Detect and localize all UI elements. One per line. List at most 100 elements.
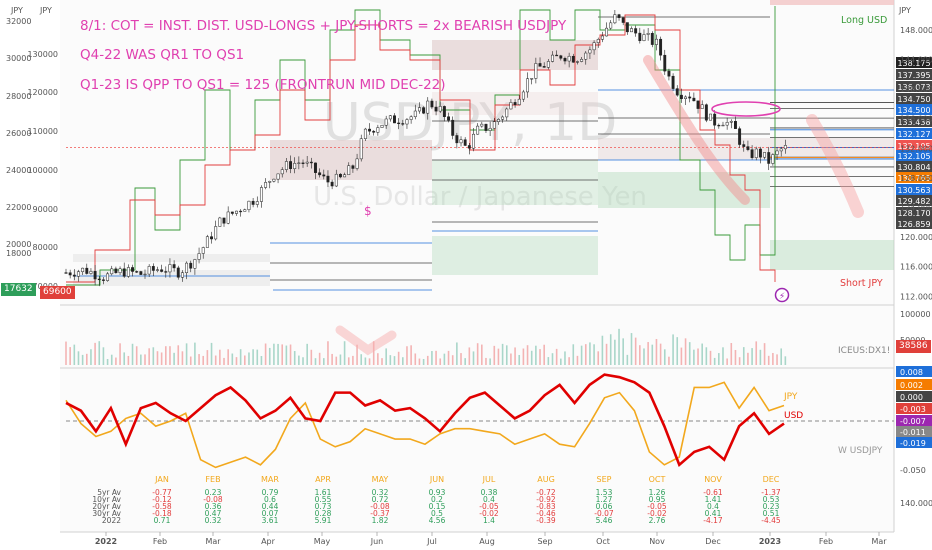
candle-body xyxy=(284,161,288,170)
volume-bar xyxy=(580,345,583,365)
left-tick-5: 22000 xyxy=(6,203,31,212)
candle-body xyxy=(567,55,571,62)
candle-body xyxy=(81,267,85,272)
price-tag-bg-12 xyxy=(896,195,932,206)
osc-tag-bg-3 xyxy=(896,403,932,414)
price-tag-bg-10 xyxy=(896,172,932,183)
price-tag-bg-2 xyxy=(896,81,932,92)
volume-bar xyxy=(464,358,466,365)
candle-body xyxy=(692,97,696,102)
volume-bar xyxy=(535,345,537,365)
price-tag-bg-14 xyxy=(896,218,932,229)
candle-body xyxy=(276,173,280,180)
candle-body xyxy=(700,104,704,109)
season-cell-3-8: -0.07 xyxy=(594,509,614,518)
season-row-label-4: 2022 xyxy=(102,516,121,525)
candle-body xyxy=(89,271,93,274)
price-tick-6: 124.000 xyxy=(900,204,932,213)
volume-bar xyxy=(264,343,267,365)
price-tag-bg-6 xyxy=(896,128,932,139)
season-cell-2-1: 0.36 xyxy=(205,502,222,511)
price-tick-2: 140.000 xyxy=(900,85,932,94)
x-tick-8: Sep xyxy=(537,537,552,546)
candle-body xyxy=(667,70,671,77)
volume-bar xyxy=(489,358,491,365)
volume-bar xyxy=(663,349,666,365)
volume-bar xyxy=(289,344,292,365)
season-cell-4-9: 2.76 xyxy=(649,516,666,525)
season-cell-2-11: 0.23 xyxy=(763,502,780,511)
volume-bar xyxy=(493,345,496,365)
season-cell-4-1: 0.32 xyxy=(205,516,222,525)
season-cell-1-2: 0.6 xyxy=(264,495,276,504)
volume-bar xyxy=(626,354,629,365)
candle-body xyxy=(243,209,247,212)
osc-tag-bg-5 xyxy=(896,426,932,437)
volume-bar xyxy=(298,355,300,365)
volume-bar xyxy=(614,339,616,365)
left-tick-1: 30000 xyxy=(6,54,31,63)
event-icon[interactable] xyxy=(774,287,790,303)
x-tick-0: 2022 xyxy=(95,537,117,546)
volume-bar xyxy=(514,347,516,365)
volume-bar xyxy=(206,350,209,365)
season-cell-4-8: 5.46 xyxy=(596,516,613,525)
volume-bar xyxy=(318,352,321,365)
candle-body xyxy=(696,100,700,109)
price-tag-bg-3 xyxy=(896,93,932,104)
volume-bar xyxy=(343,341,346,365)
volume-bar xyxy=(372,341,375,365)
left-axis-title-2: JPY xyxy=(40,6,52,15)
volume-bar xyxy=(364,357,367,365)
volume-bar xyxy=(335,356,338,365)
candle-body xyxy=(197,253,201,260)
candle-body xyxy=(368,128,371,132)
left2-tick-0: 130000 xyxy=(27,50,58,59)
volume-bar xyxy=(772,352,774,365)
candle-body xyxy=(247,200,251,210)
short-jpy-line xyxy=(66,14,776,283)
cot-lines-layer xyxy=(66,6,776,286)
volume-bar xyxy=(767,355,770,365)
volume-bar xyxy=(148,348,150,365)
candle-body xyxy=(259,187,263,202)
zone-0 xyxy=(73,254,270,262)
candle-body xyxy=(205,236,209,248)
osc-tick-0: 0.008 xyxy=(900,368,923,377)
volume-bar xyxy=(568,357,570,365)
volume-bar xyxy=(713,357,716,365)
price-tag-11: 130.563 xyxy=(897,186,930,195)
volume-bar xyxy=(584,344,587,365)
volume-bar xyxy=(393,356,396,365)
price-tag-bg-9 xyxy=(896,161,932,172)
candle-body xyxy=(201,247,205,254)
price-tag-bg-0 xyxy=(896,57,932,68)
volume-bar xyxy=(560,358,562,365)
volume-bar xyxy=(572,344,575,365)
candle-body xyxy=(255,201,259,205)
osc-label-usd: USD xyxy=(784,411,804,421)
volume-bar xyxy=(331,353,333,365)
candle-body xyxy=(343,174,347,178)
volume-bar xyxy=(185,343,188,365)
short-jpy-label: Short JPY xyxy=(840,278,883,289)
osc-tag-bg-2 xyxy=(896,391,932,402)
left-badge-long: 17632 xyxy=(1,283,36,296)
candle-body xyxy=(555,54,559,57)
candle-body xyxy=(775,150,779,155)
candle-body xyxy=(388,115,392,120)
candle-body xyxy=(650,33,654,45)
left2-tick-3: 100000 xyxy=(27,166,58,175)
candle-body xyxy=(501,116,505,120)
osc-tick-2: 0.000 xyxy=(900,393,923,402)
watermark-name: U.S. Dollar / Japanese Yen xyxy=(313,182,647,212)
volume-bar xyxy=(593,344,595,365)
volume-bar xyxy=(742,347,745,365)
osc-jpy-line xyxy=(65,381,785,469)
candle-body xyxy=(355,158,359,169)
price-tag-12: 129.482 xyxy=(897,197,930,206)
candle-body xyxy=(451,119,455,136)
candle-body xyxy=(534,63,538,79)
price-tag-14: 126.859 xyxy=(897,220,930,229)
